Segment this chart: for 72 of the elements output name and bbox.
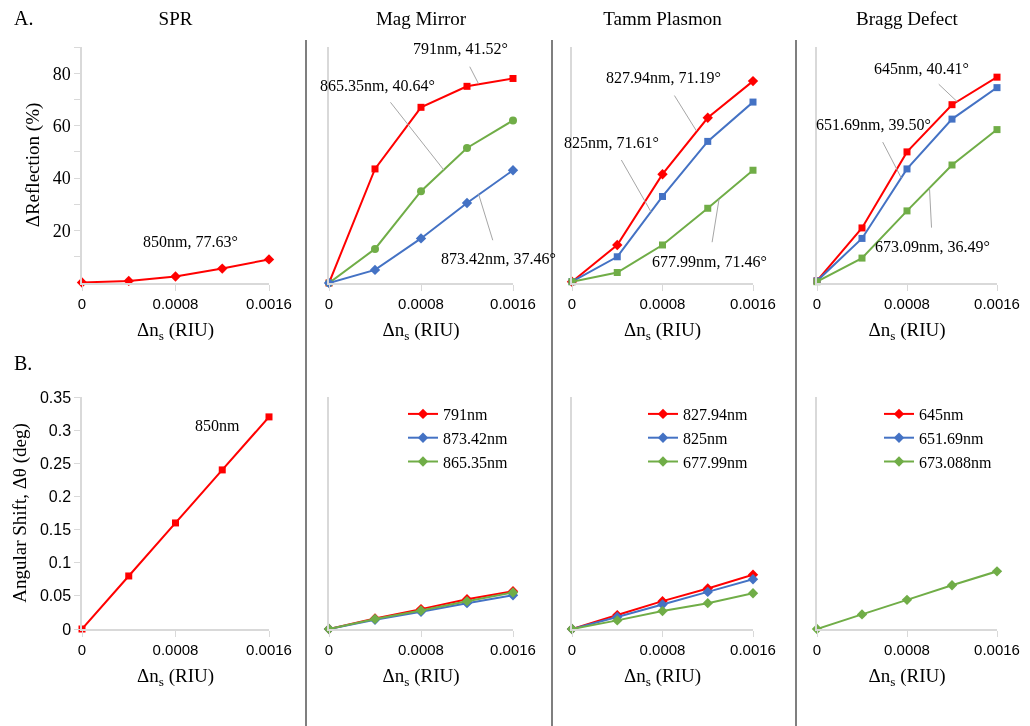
legend-label: 673.088nm xyxy=(919,453,992,471)
y-tick-label: 0.2 xyxy=(48,488,72,506)
annotation: 865.35nm, 40.64° xyxy=(320,77,435,94)
x-axis-title: Δn$_{s}$ (RIU) xyxy=(868,319,946,344)
x-tick-label: 0 xyxy=(812,294,822,312)
legend-label: 645nm xyxy=(919,406,964,424)
chart-title: Tamm Plasmon xyxy=(603,7,723,29)
legend-label: 865.35nm xyxy=(443,453,508,471)
x-axis-title: Δn$_{s}$ (RIU) xyxy=(136,319,215,344)
legend-label: 825nm xyxy=(683,429,728,447)
x-tick-label: 0.0016 xyxy=(490,294,536,312)
text: B. xyxy=(14,352,33,374)
x-tick-label: 0 xyxy=(324,640,334,658)
legend-label: 791nm xyxy=(443,406,488,424)
x-axis-title: Δn$_{s}$ (RIU) xyxy=(382,319,460,344)
legend-label: 677.99nm xyxy=(683,453,748,471)
x-tick-label: 0.0016 xyxy=(730,640,776,658)
y-axis-title: Angular Shift, Δθ (deg) xyxy=(9,423,32,603)
x-tick-label: 0.0008 xyxy=(884,294,930,312)
annotation: 651.69nm, 39.50° xyxy=(816,116,931,133)
chart-title: SPR xyxy=(158,7,193,29)
annotation: 825nm, 71.61° xyxy=(564,134,659,151)
x-axis-title: Δn$_{s}$ (RIU) xyxy=(623,319,702,344)
annotation: 645nm, 40.41° xyxy=(874,60,969,77)
x-tick-label: 0 xyxy=(77,294,87,312)
y-tick-label: 20 xyxy=(52,220,71,241)
y-tick-label: 0.05 xyxy=(39,587,72,605)
y-tick-label: 60 xyxy=(52,115,71,136)
y-tick-label: 40 xyxy=(52,168,71,189)
x-tick-label: 0.0008 xyxy=(884,640,930,658)
x-tick-label: 0.0016 xyxy=(730,294,776,312)
x-tick-label: 0 xyxy=(324,294,334,312)
chart-title: Bragg Defect xyxy=(856,7,959,29)
x-tick-label: 0 xyxy=(567,294,577,312)
y-tick-label: 0.1 xyxy=(48,554,72,572)
annotation: 873.42nm, 37.46° xyxy=(441,250,556,267)
legend-label: 827.94nm xyxy=(683,406,748,424)
y-tick-label: 0.3 xyxy=(48,421,72,439)
x-axis-title: Δn$_{s}$ (RIU) xyxy=(868,665,946,690)
legend-label: 651.69nm xyxy=(919,429,984,447)
text: A. xyxy=(14,7,34,29)
legend-label: 873.42nm xyxy=(443,429,508,447)
x-tick-label: 0.0016 xyxy=(974,294,1020,312)
x-tick-label: 0.0008 xyxy=(152,640,199,658)
x-axis-title: Δn$_{s}$ (RIU) xyxy=(623,665,702,690)
x-tick-label: 0.0008 xyxy=(639,640,686,658)
y-tick-label: 0 xyxy=(62,620,72,638)
x-axis-title: Δn$_{s}$ (RIU) xyxy=(382,665,460,690)
x-tick-label: 0.0008 xyxy=(398,294,444,312)
x-tick-label: 0.0008 xyxy=(398,640,444,658)
chart-title: Mag Mirror xyxy=(375,7,467,29)
x-tick-label: 0.0016 xyxy=(974,640,1020,658)
x-tick-label: 0 xyxy=(812,640,822,658)
y-tick-label: 0.35 xyxy=(39,388,72,406)
x-tick-label: 0.0016 xyxy=(246,640,292,658)
y-axis-title: ΔReflection (%) xyxy=(22,102,44,228)
x-tick-label: 0.0008 xyxy=(639,294,686,312)
annotation: 850nm, 77.63° xyxy=(143,233,238,250)
x-axis-title: Δn$_{s}$ (RIU) xyxy=(136,665,215,690)
x-tick-label: 0 xyxy=(567,640,577,658)
y-tick-label: 0.15 xyxy=(39,521,72,539)
x-tick-label: 0 xyxy=(77,640,87,658)
x-tick-label: 0.0008 xyxy=(152,294,199,312)
x-tick-label: 0.0016 xyxy=(246,294,292,312)
annotation: 673.09nm, 36.49° xyxy=(875,238,990,255)
y-tick-label: 0.25 xyxy=(39,454,72,472)
y-tick-label: 80 xyxy=(52,63,71,84)
annotation: 791nm, 41.52° xyxy=(413,40,508,57)
x-tick-label: 0.0016 xyxy=(490,640,536,658)
annotation: 827.94nm, 71.19° xyxy=(606,69,721,86)
annotation: 677.99nm, 71.46° xyxy=(652,253,767,270)
annotation: 850nm xyxy=(195,417,240,434)
